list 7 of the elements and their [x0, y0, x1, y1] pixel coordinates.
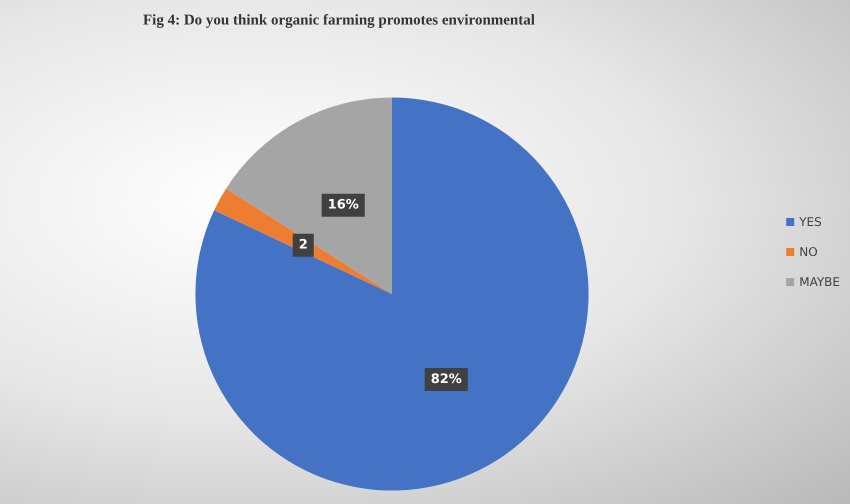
data-label: 2 [298, 238, 308, 253]
data-label: 16% [328, 198, 359, 213]
legend-label: NO [799, 245, 818, 259]
data-label: 82% [430, 372, 462, 388]
chart-title: Fig 4: Do you think organic farming promotes environmental [143, 12, 535, 28]
legend-label: MAYBE [799, 275, 840, 289]
legend-label: YES [798, 215, 822, 229]
